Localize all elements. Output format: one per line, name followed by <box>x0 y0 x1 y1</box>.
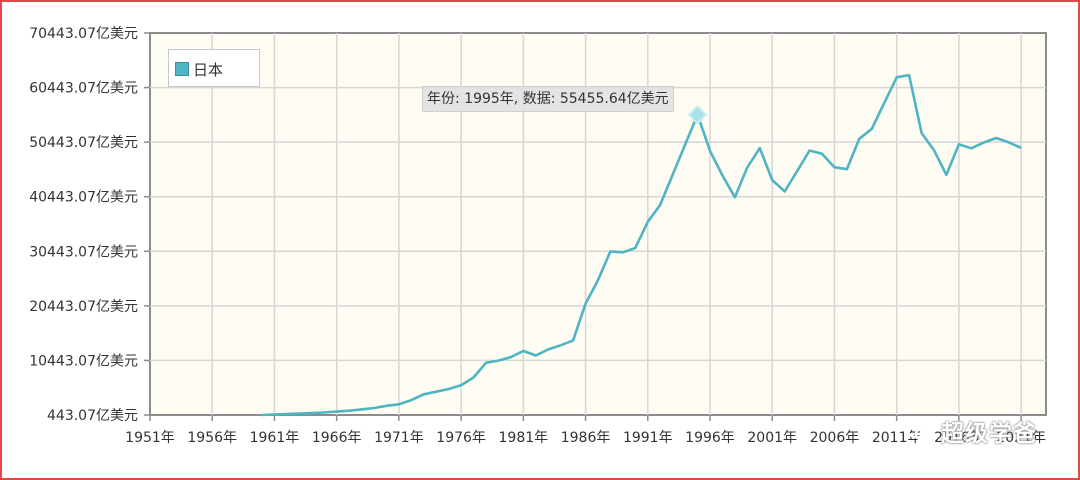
x-tick-label: 2021年 <box>996 430 1046 446</box>
x-tick-label: 1986年 <box>561 430 611 446</box>
x-tick-label: 1966年 <box>312 430 362 446</box>
x-tick-label: 2016年 <box>934 430 984 446</box>
y-tick-label: 40443.07亿美元 <box>29 190 138 206</box>
tooltip: 年份: 1995年, 数据: 55455.64亿美元 <box>422 86 674 112</box>
wechat-icon <box>905 419 934 442</box>
x-axis-ticks: 1951年 1956年 1961年 1966年 1971年 1976年 1981年 1986年… <box>125 415 1046 446</box>
y-tick-label: 10443.07亿美元 <box>29 353 138 369</box>
y-tick-label: 443.07亿美元 <box>47 408 138 424</box>
legend[interactable]: 日本 <box>168 49 260 87</box>
y-axis-ticks: 443.07亿美元 10443.07亿美元 20443.07亿美元 30443.07亿… <box>29 26 150 424</box>
x-tick-label: 1981年 <box>499 430 549 446</box>
x-tick-label: 1976年 <box>436 430 486 446</box>
watermark: 超级学爸 <box>905 416 1037 447</box>
x-tick-label: 1956年 <box>187 430 237 446</box>
x-tick-label: 1996年 <box>685 430 735 446</box>
y-tick-label: 60443.07亿美元 <box>29 81 138 97</box>
y-tick-label: 50443.07亿美元 <box>29 135 138 151</box>
watermark-text: 超级学爸 <box>941 421 1037 447</box>
legend-label[interactable]: 日本 <box>193 61 224 79</box>
tooltip-marker <box>687 104 708 125</box>
x-tick-label: 1991年 <box>623 430 673 446</box>
x-tick-label: 2001年 <box>747 430 797 446</box>
y-tick-label: 20443.07亿美元 <box>29 299 138 315</box>
x-tick-label: 1971年 <box>374 430 424 446</box>
x-tick-label: 1951年 <box>125 430 175 446</box>
y-tick-label: 30443.07亿美元 <box>29 244 138 260</box>
x-tick-label: 2006年 <box>810 430 860 446</box>
y-tick-label: 70443.07亿美元 <box>29 26 138 42</box>
legend-swatch <box>175 62 189 76</box>
series-line-japan <box>261 73 1022 417</box>
x-tick-label: 1961年 <box>250 430 300 446</box>
